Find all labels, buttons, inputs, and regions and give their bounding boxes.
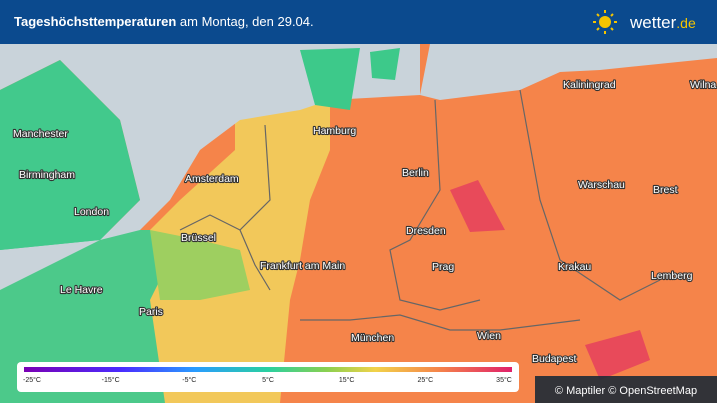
logo-rays	[593, 10, 617, 34]
legend-label: -15°C	[102, 376, 120, 384]
legend-label: -5°C	[182, 376, 196, 384]
attribution-box	[535, 376, 717, 403]
logo-name: wetter	[629, 13, 677, 32]
city-label: Amsterdam	[185, 173, 239, 185]
city-label: Birmingham	[19, 169, 75, 181]
city-label: Brest	[653, 184, 678, 196]
city-label: Paris	[139, 306, 163, 318]
legend-label: 5°C	[262, 376, 274, 384]
logo-text: wetter.de	[629, 13, 696, 32]
legend-label: 15°C	[339, 376, 355, 384]
city-label: Wien	[477, 330, 501, 342]
city-label: Lemberg	[651, 270, 693, 282]
city-label: Kaliningrad	[563, 79, 616, 91]
city-label: Berlin	[402, 167, 429, 179]
legend-label: 35°C	[496, 376, 512, 384]
legend: -25°C -15°C -5°C 5°C 15°C 25°C 35°C	[17, 362, 519, 392]
city-label: Wilna	[690, 79, 716, 91]
title-rest: am Montag, den 29.04.	[180, 14, 314, 29]
city-label: Budapest	[532, 353, 576, 365]
city-labels: Kaliningrad Wilna Manchester Hamburg Birming…	[12, 78, 717, 366]
logo-sun	[599, 16, 611, 28]
city-label: Hamburg	[313, 125, 356, 137]
city-label: Warschau	[578, 179, 625, 191]
logo[interactable]: wetter.de	[593, 10, 696, 34]
city-label: München	[351, 332, 394, 344]
city-label: Dresden	[406, 225, 446, 237]
city-label: Frankfurt am Main	[260, 260, 345, 272]
borders	[179, 89, 661, 331]
attribution[interactable]: © Maptiler © OpenStreetMap	[555, 385, 697, 397]
header-bar	[0, 0, 717, 44]
city-label: Krakau	[558, 261, 591, 273]
city-label: Le Havre	[60, 284, 103, 296]
city-label: Brüssel	[181, 232, 216, 244]
city-label: Manchester	[13, 128, 68, 140]
title-bold: Tageshöchsttemperaturen	[14, 14, 176, 29]
header-title: Tageshöchsttemperaturen am Montag, den 2…	[14, 14, 314, 29]
legend-label: 25°C	[418, 376, 434, 384]
logo-tld: .de	[676, 15, 696, 31]
city-label: Prag	[432, 261, 454, 273]
temperature-layer	[0, 44, 717, 403]
city-label: London	[74, 206, 109, 218]
legend-label: -25°C	[23, 376, 41, 384]
